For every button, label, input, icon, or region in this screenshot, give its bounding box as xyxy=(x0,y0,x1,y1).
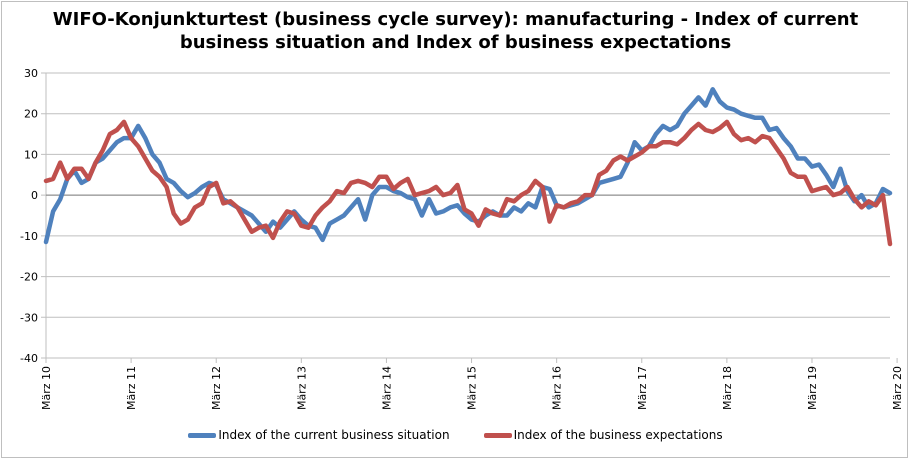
y-tick-label: 0 xyxy=(31,189,38,202)
x-tick-label: März 19 xyxy=(806,366,819,410)
x-tick-label: März 17 xyxy=(636,366,649,410)
chart-title-line-2: business situation and Index of business… xyxy=(179,32,732,53)
legend-item-expectations: Index of the business expectations xyxy=(483,428,723,442)
chart-title: WIFO-Konjunkturtest (business cycle surv… xyxy=(0,8,911,54)
x-tick-label: März 14 xyxy=(380,366,393,410)
y-tick-label: 30 xyxy=(24,67,38,80)
y-tick-label: -30 xyxy=(20,311,38,324)
legend-swatch-current xyxy=(188,432,217,438)
x-tick-label: März 20 xyxy=(891,366,904,410)
x-tick-label: März 16 xyxy=(551,366,564,410)
series-line-expectations xyxy=(43,119,893,247)
y-tick-labels: -40 -30 -20 -10 0 10 20 30 xyxy=(20,67,38,365)
x-tick-label: März 10 xyxy=(40,366,53,410)
y-tick-label: 20 xyxy=(24,108,38,121)
legend-label-expectations: Index of the business expectations xyxy=(513,428,723,442)
chart-title-line-1: WIFO-Konjunkturtest (business cycle surv… xyxy=(52,9,859,30)
legend-label-current: Index of the current business situation xyxy=(218,428,450,442)
legend: Index of the current business situation … xyxy=(0,428,911,442)
legend-swatch-expectations xyxy=(483,432,512,438)
y-tick-label: -40 xyxy=(20,352,38,365)
y-tick-label: -10 xyxy=(20,230,38,243)
x-tick-label: März 12 xyxy=(210,366,223,410)
x-tick-label: März 11 xyxy=(125,366,138,410)
x-tick-label: März 13 xyxy=(295,366,308,410)
y-tick-label: -20 xyxy=(20,271,38,284)
x-tick-labels: März 10 März 11 März 12 März 13 März 14 März … xyxy=(40,366,904,410)
x-tick-label: März 18 xyxy=(721,366,734,410)
series-line-current-situation xyxy=(43,87,893,245)
legend-item-current: Index of the current business situation xyxy=(188,428,450,442)
x-tick-label: März 15 xyxy=(466,366,479,410)
series-lines xyxy=(43,87,893,247)
y-tick-label: 10 xyxy=(24,148,38,161)
